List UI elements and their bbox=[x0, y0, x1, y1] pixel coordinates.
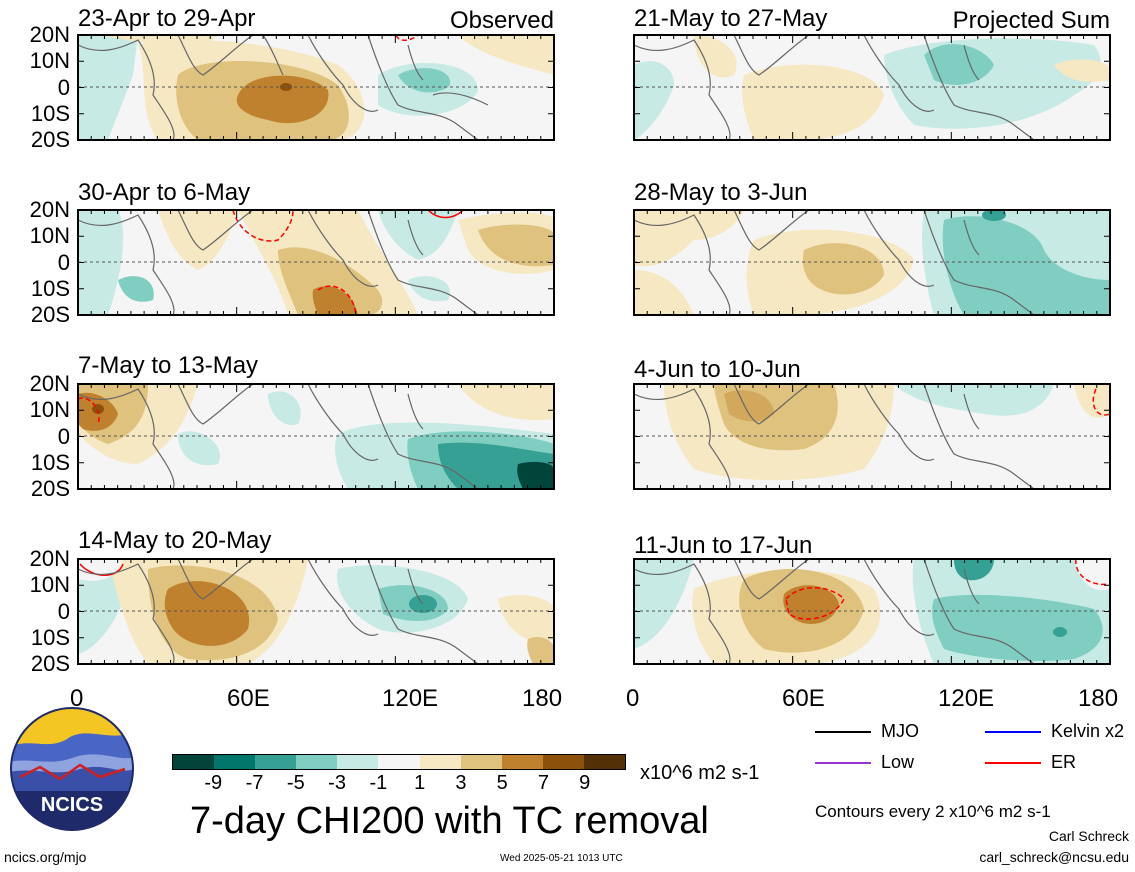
panel-title-4: 14-May to 20-May bbox=[78, 527, 272, 554]
map-panel-proj-3 bbox=[634, 384, 1110, 489]
colorbar-segment bbox=[173, 755, 215, 769]
panel-title-1: 23-Apr to 29-Apr bbox=[78, 5, 256, 32]
colorbar-tick-label: 3 bbox=[455, 772, 467, 794]
lon-label-left-180: 180 bbox=[522, 685, 563, 712]
logo-text: NCICS bbox=[41, 794, 103, 816]
main-title: 7-day CHI200 with TC removal bbox=[190, 800, 709, 842]
lat-label: 10N bbox=[29, 223, 70, 249]
lat-label: 20S bbox=[30, 651, 70, 676]
panel-frame bbox=[77, 34, 555, 141]
colorbar-segment bbox=[337, 755, 379, 769]
lon-label-left-0: 0 bbox=[70, 685, 84, 712]
colorbar-tick-label: -5 bbox=[286, 772, 305, 794]
legend-kelvin-line bbox=[985, 730, 1041, 733]
lat-label: 20S bbox=[30, 127, 70, 152]
panel-title-6: 28-May to 3-Jun bbox=[634, 179, 808, 206]
colorbar-tick-label: -7 bbox=[245, 772, 264, 794]
panel-frame bbox=[77, 558, 555, 665]
legend-mjo-line bbox=[815, 730, 871, 733]
panel-frame bbox=[633, 34, 1111, 141]
lat-label: 0 bbox=[57, 598, 70, 624]
colorbar-segment bbox=[419, 755, 461, 769]
ncics-logo: NCICS bbox=[10, 707, 134, 831]
legend-low: Low bbox=[815, 752, 914, 773]
lat-label: 10S bbox=[30, 449, 70, 475]
panel-title-2: 30-Apr to 6-May bbox=[78, 179, 251, 206]
legend-er: ER bbox=[985, 752, 1076, 773]
lat-label: 0 bbox=[57, 74, 70, 100]
colorbar-units: x10^6 m2 s-1 bbox=[640, 762, 760, 784]
colorbar-segment bbox=[214, 755, 256, 769]
lon-label-right-120e: 120E bbox=[938, 685, 995, 712]
legend-mjo-label: MJO bbox=[881, 721, 919, 741]
colorbar-tick-label: 1 bbox=[414, 772, 426, 794]
colorbar-segment bbox=[583, 755, 626, 769]
map-panel-proj-2 bbox=[634, 210, 1110, 315]
legend-low-label: Low bbox=[881, 752, 915, 772]
lat-label: 20N bbox=[29, 22, 70, 47]
lat-label: 10N bbox=[29, 48, 70, 74]
map-panel-obs-2 bbox=[78, 210, 554, 315]
lat-label: 20N bbox=[29, 546, 70, 571]
panel-frame bbox=[633, 383, 1111, 490]
lat-label: 10N bbox=[29, 572, 70, 598]
lat-label: 10S bbox=[30, 624, 70, 650]
lat-label: 20S bbox=[30, 476, 70, 501]
colorbar-segment bbox=[255, 755, 297, 769]
legend-kelvin: Kelvin x2 bbox=[985, 721, 1124, 742]
colorbar-segment bbox=[542, 755, 584, 769]
colorbar-segment bbox=[460, 755, 502, 769]
lon-label-left-60e: 60E bbox=[227, 685, 270, 712]
site-link[interactable]: ncics.org/mjo bbox=[4, 849, 87, 865]
lat-label: 0 bbox=[57, 423, 70, 449]
legend-er-line bbox=[985, 761, 1041, 764]
map-panel-obs-3 bbox=[78, 384, 554, 489]
legend-mjo: MJO bbox=[815, 721, 919, 742]
colorbar-segment bbox=[378, 755, 420, 769]
lat-label: 20N bbox=[29, 197, 70, 222]
map-panel-obs-1 bbox=[78, 35, 554, 140]
lat-label: 20S bbox=[30, 302, 70, 327]
legend-er-label: ER bbox=[1051, 752, 1077, 772]
panel-title-3: 7-May to 13-May bbox=[78, 352, 259, 379]
colorbar-tick-label: -3 bbox=[328, 772, 346, 794]
panel-title-8: 11-Jun to 17-Jun bbox=[634, 532, 813, 559]
colorbar-tick-label: -9 bbox=[204, 772, 223, 794]
lon-label-left-120e: 120E bbox=[382, 685, 439, 712]
legend-kelvin-label: Kelvin x2 bbox=[1051, 721, 1125, 741]
colorbar-tick-label: 7 bbox=[537, 772, 550, 794]
colorbar-tick-label: 9 bbox=[579, 772, 591, 794]
panel-title-7: 4-Jun to 10-Jun bbox=[634, 356, 801, 383]
author-name: Carl Schreck bbox=[1048, 828, 1129, 844]
author-email: carl_schreck@ncsu.edu bbox=[979, 849, 1129, 865]
panel-title-5: 21-May to 27-May bbox=[634, 5, 828, 32]
observed-label: Observed bbox=[449, 7, 554, 34]
panel-frame bbox=[77, 383, 555, 490]
lon-label-right-0: 0 bbox=[626, 685, 640, 712]
timestamp: Wed 2025-05-21 1013 UTC bbox=[500, 853, 623, 864]
map-panel-proj-1 bbox=[634, 35, 1110, 140]
lat-label: 10S bbox=[30, 275, 70, 301]
lat-label: 20N bbox=[29, 371, 70, 396]
panel-frame bbox=[77, 209, 555, 316]
colorbar-tick-label: -1 bbox=[369, 772, 388, 794]
lat-label: 10N bbox=[29, 397, 70, 423]
lat-label: 0 bbox=[57, 249, 70, 275]
projected-label: Projected Sum bbox=[952, 7, 1110, 34]
panel-frame bbox=[633, 558, 1111, 665]
contours-note: Contours every 2 x10^6 m2 s-1 bbox=[815, 802, 1051, 821]
legend-low-line bbox=[815, 761, 871, 764]
colorbar-segment bbox=[501, 755, 543, 769]
map-panel-proj-4 bbox=[634, 559, 1110, 664]
lon-label-right-180: 180 bbox=[1078, 685, 1119, 712]
lat-label: 10S bbox=[30, 100, 70, 126]
colorbar-segment bbox=[296, 755, 338, 769]
colorbar bbox=[172, 754, 626, 770]
panel-frame bbox=[633, 209, 1111, 316]
map-panel-obs-4 bbox=[78, 559, 554, 664]
colorbar-tick-label: 5 bbox=[496, 772, 508, 794]
lon-label-right-60e: 60E bbox=[782, 685, 825, 712]
